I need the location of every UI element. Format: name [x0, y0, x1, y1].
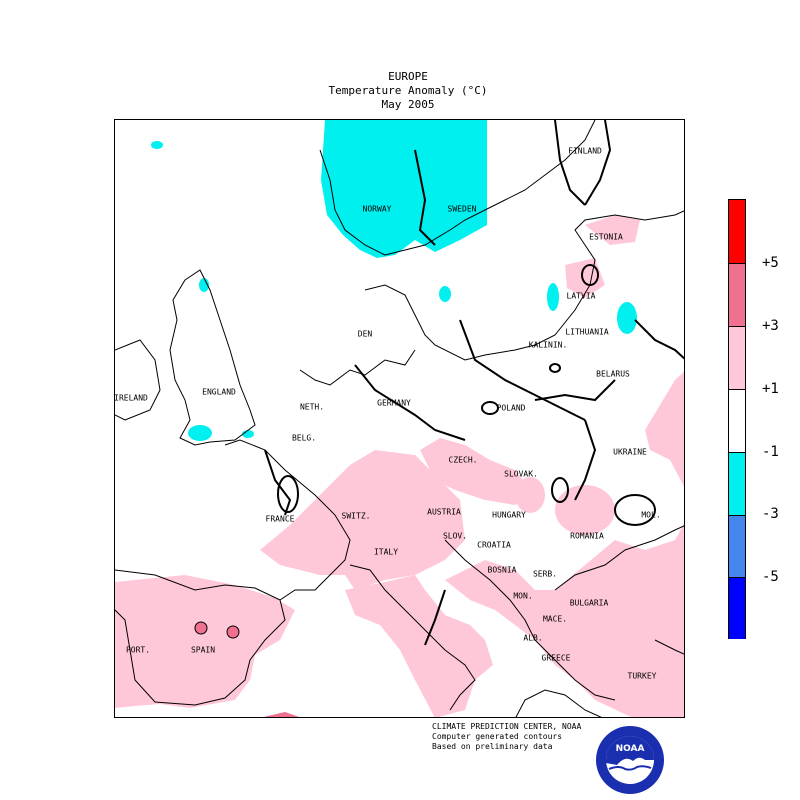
- legend-label-minus5: -5: [762, 569, 779, 585]
- country-label-norway: NORWAY: [362, 204, 392, 214]
- country-label-slovenia: SLOV.: [442, 531, 468, 541]
- period-title: May 2005: [381, 98, 435, 111]
- anomaly-area-scandinavia: [321, 120, 487, 258]
- contour-lines: [264, 120, 684, 646]
- anomaly-area-iceland-islet: [151, 141, 163, 149]
- country-label-ireland: IRELAND: [114, 393, 148, 403]
- credit-line-source: CLIMATE PREDICTION CENTER, NOAA: [432, 722, 582, 731]
- legend-swatch-minus1-to-minus3: [729, 452, 745, 516]
- country-label-france: FRANCE: [265, 514, 295, 524]
- country-label-albania: ALB.: [523, 633, 543, 643]
- country-label-england: ENGLAND: [202, 387, 236, 397]
- anomaly-area-scotland: [199, 278, 209, 292]
- country-label-romania: ROMANIA: [570, 531, 604, 541]
- country-label-turkey: TURKEY: [627, 671, 657, 681]
- country-label-kaliningrad: KALININ.: [528, 340, 568, 350]
- anomaly-area-balkans: [445, 523, 684, 717]
- legend-swatch-1-to-3: [729, 326, 745, 390]
- country-label-portugal: PORT.: [125, 645, 151, 655]
- anomaly-area-iberia: [115, 575, 295, 708]
- country-label-hungary: HUNGARY: [492, 510, 526, 520]
- anomaly-area-france-alps: [260, 450, 465, 590]
- country-label-montenegro: MON.: [513, 591, 533, 601]
- country-label-germany: GERMANY: [377, 398, 411, 408]
- country-label-italy: ITALY: [373, 547, 399, 557]
- country-label-latvia: LATVIA: [566, 291, 596, 301]
- anomaly-area-denmark: [439, 286, 451, 302]
- anomaly-area-czech: [420, 438, 535, 505]
- country-label-austria: AUSTRIA: [427, 507, 461, 517]
- anomaly-area-england-south: [188, 425, 212, 441]
- anomaly-area-slovakia: [515, 477, 545, 513]
- coastlines: [115, 120, 684, 717]
- anomaly-area-ukraine-east: [645, 371, 684, 487]
- legend-label-plus5: +5: [762, 255, 779, 271]
- country-label-bulgaria: BULGARIA: [569, 598, 609, 608]
- map-graphic: [115, 120, 684, 717]
- country-label-denmark: DEN: [357, 329, 373, 339]
- credit-line-method: Computer generated contours: [432, 732, 563, 741]
- credits: CLIMATE PREDICTION CENTER, NOAA Computer…: [432, 722, 581, 752]
- country-label-greece: GREECE: [541, 653, 571, 663]
- country-label-serbia: SERB.: [532, 569, 558, 579]
- country-label-switzerland: SWITZ.: [341, 511, 371, 521]
- anomaly-area-italy: [345, 575, 493, 717]
- variable-title: Temperature Anomaly (°C): [328, 84, 488, 97]
- anomaly-map: NORWAY SWEDEN FINLAND ESTONIA LATVIA LIT…: [114, 119, 685, 718]
- legend-label-plus1: +1: [762, 381, 779, 397]
- anomaly-area-estonia: [585, 215, 640, 245]
- country-label-ukraine: UKRAINE: [613, 447, 647, 457]
- color-legend: [728, 199, 746, 639]
- country-label-moldova: MOL.: [641, 510, 661, 520]
- country-label-spain: SPAIN: [190, 645, 216, 655]
- anomaly-area-north-africa: [263, 712, 300, 717]
- legend-swatch-neutral: [729, 389, 745, 453]
- anomaly-spot-spain-east: [226, 625, 240, 639]
- legend-swatch-above-5: [729, 200, 745, 263]
- country-label-estonia: ESTONIA: [589, 232, 623, 242]
- country-label-netherlands: NETH.: [299, 402, 325, 412]
- noaa-logo-icon: NOAA: [596, 726, 664, 794]
- legend-swatch-minus3-to-minus5: [729, 515, 745, 578]
- country-label-belgium: BELG.: [291, 433, 317, 443]
- anomaly-area-belarus-north: [617, 302, 637, 334]
- anomaly-spot-spain-west: [194, 621, 208, 635]
- anomaly-area-romania: [555, 485, 615, 535]
- region-title: EUROPE: [388, 70, 428, 83]
- country-label-bosnia: BOSNIA: [487, 565, 517, 575]
- country-label-lithuania: LITHUANIA: [565, 327, 609, 337]
- anomaly-area-latvia: [547, 283, 559, 311]
- legend-swatch-below-minus5: [729, 577, 745, 639]
- credit-line-data: Based on preliminary data: [432, 742, 553, 751]
- legend-swatch-3-to-5: [729, 263, 745, 327]
- country-label-sweden: SWEDEN: [447, 204, 477, 214]
- country-label-slovakia: SLOVAK.: [504, 469, 538, 479]
- legend-label-minus3: -3: [762, 506, 779, 522]
- country-label-poland: POLAND: [496, 403, 526, 413]
- country-label-croatia: CROATIA: [477, 540, 511, 550]
- country-label-finland: FINLAND: [568, 146, 602, 156]
- svg-text:NOAA: NOAA: [616, 744, 645, 754]
- legend-label-minus1: -1: [762, 444, 779, 460]
- map-title: EUROPE Temperature Anomaly (°C) May 2005: [0, 70, 800, 112]
- country-label-belarus: BELARUS: [596, 369, 630, 379]
- country-label-macedonia: MACE.: [542, 614, 568, 624]
- country-label-czech: CZECH.: [448, 455, 478, 465]
- legend-label-plus3: +3: [762, 318, 779, 334]
